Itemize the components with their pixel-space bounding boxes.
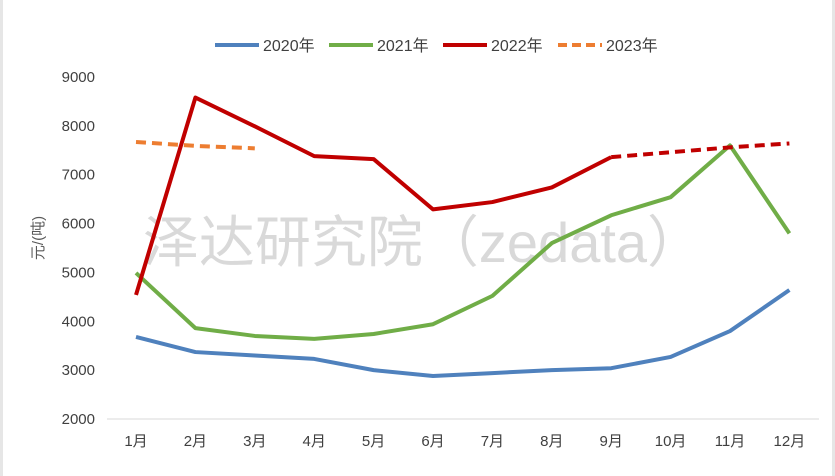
- y-tick-label: 5000: [62, 264, 95, 281]
- legend-label: 2022年: [491, 37, 543, 55]
- legend: 2020年 2021年 2022年 2023年: [215, 37, 658, 55]
- y-tick-label: 7000: [62, 167, 95, 184]
- line-chart: 泽达研究院（zedata） 2020年 2021年 2022年 2023年 2000 3…: [30, 37, 819, 450]
- y-tick-label: 6000: [62, 216, 95, 233]
- x-tick-label: 12月: [774, 433, 806, 450]
- series-line-2020年: [135, 288, 791, 379]
- watermark: 泽达研究院（zedata）: [143, 211, 703, 274]
- series-line-2023年: [135, 139, 255, 151]
- y-axis: 2000 3000 4000 5000 6000 7000 8000 9000: [62, 69, 95, 428]
- x-tick-label: 9月: [600, 433, 623, 450]
- x-tick-label: 11月: [715, 433, 746, 450]
- series-line-dashed-2022年: [611, 141, 790, 160]
- series-lines: [134, 95, 792, 379]
- y-tick-label: 4000: [62, 313, 95, 330]
- x-tick-label: 2月: [184, 433, 207, 450]
- legend-label: 2023年: [606, 37, 658, 55]
- y-tick-label: 8000: [62, 118, 95, 135]
- x-tick-label: 1月: [124, 433, 147, 450]
- legend-item: 2022年: [443, 37, 543, 55]
- x-tick-label: 4月: [303, 433, 326, 450]
- series-line-2021年: [134, 143, 792, 341]
- y-tick-label: 2000: [62, 411, 95, 428]
- legend-label: 2021年: [377, 37, 429, 55]
- x-tick-label: 5月: [362, 433, 385, 450]
- y-tick-label: 9000: [62, 69, 95, 86]
- legend-item: 2021年: [329, 37, 429, 55]
- x-tick-label: 7月: [481, 433, 504, 450]
- legend-item: 2023年: [558, 37, 658, 55]
- x-tick-label: 8月: [540, 433, 563, 450]
- y-tick-label: 3000: [62, 362, 95, 379]
- x-axis: 1月 2月 3月 4月 5月 6月 7月 8月 9月 10月 11月 12月: [107, 418, 819, 450]
- legend-item: 2020年: [215, 37, 315, 55]
- x-tick-label: 10月: [655, 433, 687, 450]
- x-tick-label: 3月: [243, 433, 266, 450]
- y-axis-label: 元/(吨): [30, 216, 47, 260]
- x-tick-label: 6月: [421, 433, 444, 450]
- legend-label: 2020年: [263, 37, 315, 55]
